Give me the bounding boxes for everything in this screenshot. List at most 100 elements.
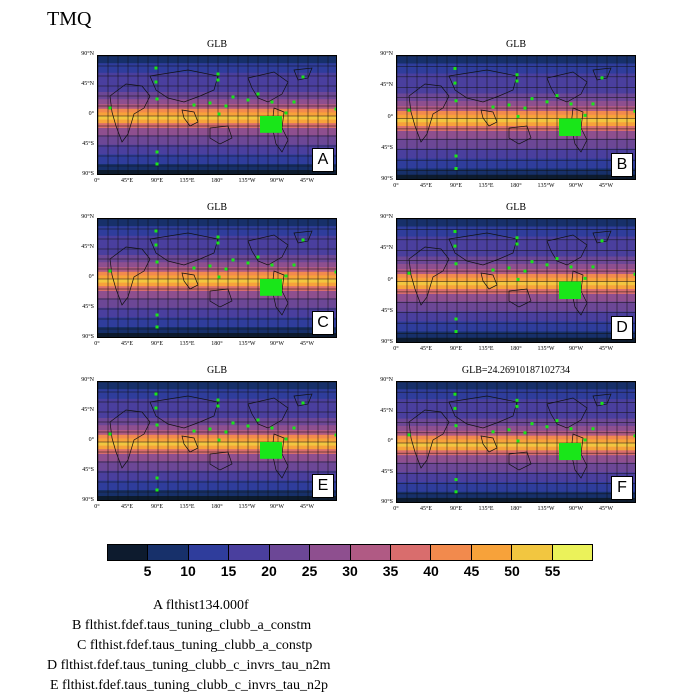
longitude-tick-label: 135°W [537,183,555,189]
longitude-tick-label: 0° [94,341,100,347]
latitude-tick-label: 90°N [380,51,393,57]
longitude-tick-label: 45°W [598,183,614,189]
longitude-tick-label: 90°E [150,178,164,184]
legend-line-d: D flthist.fdef.taus_tuning_clubb_c_invrs… [47,658,331,673]
colorbar-tick-label: 15 [220,563,237,579]
panel-title: GLB [207,202,227,213]
longitude-tick-label: 135°W [537,346,555,352]
map-field [98,219,336,337]
longitude-tick-label: 45°W [299,504,315,510]
latitude-tick-label: 90°N [380,377,393,383]
panel-letter-label: C [312,311,334,335]
longitude-tick-label: 0° [393,346,399,352]
longitude-tick-label: 180° [211,178,223,184]
colorbar-segment [471,545,513,560]
panel-title: GLB [506,202,526,213]
longitude-tick-label: 90°E [449,346,463,352]
longitude-tick-label: 45°W [299,178,315,184]
latitude-tick-label: 90°S [82,334,94,340]
panel-title: GLB [207,39,227,50]
latitude-tick-label: 45°S [381,468,393,475]
map-field [98,56,336,174]
latitude-tick-label: 90°S [381,339,393,345]
colorbar-segment [310,545,351,560]
longitude-tick-label: 45°W [299,341,315,347]
longitude-tick-label: 90°W [568,183,584,189]
colorbar-segment [552,545,593,560]
legend-line-a: A flthist134.000f [153,598,249,613]
latitude-tick-label: 90°S [381,176,393,182]
longitude-tick-label: 135°E [478,183,494,189]
figure-title: TMQ [47,8,92,30]
longitude-tick-label: 90°E [449,506,463,512]
longitude-tick-label: 180° [510,346,522,352]
longitude-tick-label: 90°W [568,506,584,512]
map-panel: GLB=24.26910187102734 F 90°N 45°N 0° 45°S 90°S… [380,365,636,521]
latitude-tick-label: 90°S [381,499,393,505]
map-plot-area: D [396,218,636,343]
longitude-tick-label: 180° [211,341,223,347]
legend-line-e: E flthist.fdef.taus_tuning_clubb_c_invrs… [50,678,329,693]
longitude-tick-label: 90°W [269,178,285,184]
map-plot-area: C [97,218,337,338]
latitude-tick-label: 0° [387,113,393,120]
colorbar-tick-label: 35 [382,563,399,579]
longitude-tick-label: 90°W [568,346,584,352]
colorbar-tick-label: 25 [301,563,318,579]
colorbar [107,544,593,561]
colorbar-segment [108,545,149,560]
colorbar-segment [350,545,391,560]
latitude-tick-label: 45°N [81,407,94,413]
panel-letter-label: F [611,476,633,500]
panel-title: GLB=24.26910187102734 [461,365,571,376]
longitude-tick-label: 135°E [478,506,494,512]
longitude-tick-label: 45°W [598,506,614,512]
map-plot-area: A [97,55,337,175]
map-panel: GLB E 90°N 45°N 0° 45°S 90°S 0° 45°E 90°E 135°E 180… [81,365,337,521]
panel-letter-label: D [611,316,633,340]
longitude-tick-label: 135°E [478,346,494,352]
latitude-tick-label: 0° [387,438,393,444]
latitude-tick-label: 45°N [81,244,94,250]
longitude-tick-label: 135°E [179,504,195,510]
latitude-tick-label: 45°S [82,304,94,310]
latitude-tick-label: 45°N [380,407,393,414]
panel-letter-label: A [312,148,334,172]
panel-letter-label: E [312,474,334,498]
latitude-tick-label: 45°S [82,141,94,147]
panel-letter-label: B [611,153,633,177]
longitude-tick-label: 45°W [598,346,614,352]
latitude-tick-label: 0° [88,437,94,443]
longitude-tick-label: 0° [393,506,399,512]
colorbar-segment [390,545,432,560]
latitude-tick-label: 45°N [380,245,393,252]
colorbar-tick-label: 20 [261,563,277,579]
map-plot-area: E [97,381,337,501]
colorbar-segment [269,545,311,560]
longitude-tick-label: 45°E [120,504,134,510]
longitude-tick-label: 90°W [269,504,285,510]
colorbar-tick-label: 45 [463,563,480,579]
longitude-tick-label: 135°W [537,506,555,512]
latitude-tick-label: 45°S [381,144,393,151]
colorbar-tick-label: 55 [544,563,561,579]
panel-title: GLB [207,365,227,376]
map-panel: GLB D 90°N 45°N 0° 45°S 90°S 0° 45°E 90°E 135°E 180… [380,202,636,358]
colorbar-tick-label: 30 [342,563,358,579]
longitude-tick-label: 0° [393,183,399,189]
longitude-tick-label: 135°W [238,504,256,510]
latitude-tick-label: 90°N [81,377,94,383]
colorbar-tick-label: 40 [423,563,439,579]
longitude-tick-label: 45°E [120,341,134,347]
latitude-tick-label: 90°N [81,51,94,57]
legend-line-b: B flthist.fdef.taus_tuning_clubb_a_const… [72,618,312,633]
map-panel: GLB A 90°N 45°N 0° 45°S 90°S 0° 45°E 90°E 135°E 180… [81,39,337,195]
latitude-tick-label: 90°S [82,497,94,503]
latitude-tick-label: 45°N [81,81,94,87]
map-field [397,56,635,179]
latitude-tick-label: 90°N [81,214,94,220]
map-field [98,382,336,500]
map-plot-area: F [396,381,636,503]
latitude-tick-label: 45°S [381,307,393,314]
map-plot-area: B [396,55,636,180]
